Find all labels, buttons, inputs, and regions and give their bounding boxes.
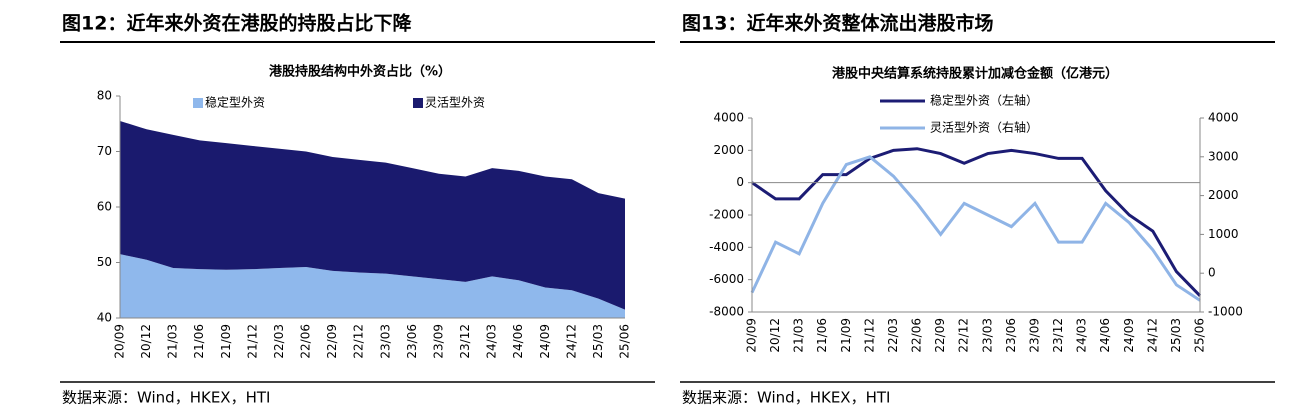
x-tick-label: 22/06 (910, 318, 924, 353)
y2-tick-label: 3000 (1208, 149, 1239, 163)
y2-tick-label: -1000 (1208, 305, 1243, 319)
y-tick-label: 0 (736, 175, 744, 189)
legend-swatch (193, 98, 203, 108)
x-tick-label: 24/03 (485, 324, 499, 359)
x-tick-label: 23/09 (431, 324, 445, 359)
x-tick-label: 22/09 (933, 318, 947, 353)
source-note: 数据来源：Wind，HKEX，HTI (62, 389, 270, 407)
x-tick-label: 21/09 (219, 324, 233, 359)
x-tick-label: 25/03 (591, 324, 605, 359)
x-tick-label: 21/06 (192, 324, 206, 359)
chart-title: 港股持股结构中外资占比（%） (269, 64, 451, 80)
x-tick-label: 22/06 (299, 324, 313, 359)
y2-tick-label: 0 (1208, 266, 1216, 280)
x-tick-label: 23/03 (378, 324, 392, 359)
y-tick-label: 50 (97, 255, 112, 269)
y-tick-label: 40 (97, 311, 112, 325)
y2-tick-label: 4000 (1208, 111, 1239, 125)
x-tick-label: 23/03 (980, 318, 994, 353)
x-tick-label: 24/09 (1122, 318, 1136, 353)
x-tick-label: 23/12 (1051, 318, 1065, 353)
y-tick-label: -4000 (709, 240, 744, 254)
y2-tick-label: 2000 (1208, 188, 1239, 202)
legend-label: 稳定型外资（左轴） (930, 93, 1038, 108)
source-note: 数据来源：Wind，HKEX，HTI (682, 389, 890, 407)
x-tick-label: 25/06 (618, 324, 632, 359)
x-tick-label: 21/12 (862, 318, 876, 353)
x-tick-label: 20/09 (113, 324, 127, 359)
y-tick-label: -6000 (709, 272, 744, 286)
legend-label: 灵活型外资（右轴） (930, 120, 1038, 135)
x-tick-label: 24/03 (1075, 318, 1089, 353)
y-tick-label: 80 (97, 89, 112, 103)
y-tick-label: -2000 (709, 208, 744, 222)
area (120, 120, 625, 310)
x-tick-label: 25/03 (1169, 318, 1183, 353)
legend-label: 稳定型外资 (205, 95, 265, 110)
x-tick-label: 22/12 (957, 318, 971, 353)
x-tick-label: 22/03 (272, 324, 286, 359)
x-tick-label: 23/12 (458, 324, 472, 359)
x-tick-label: 25/06 (1193, 318, 1207, 353)
x-tick-label: 24/06 (511, 324, 525, 359)
area (120, 254, 625, 318)
x-tick-label: 21/09 (839, 318, 853, 353)
x-tick-label: 21/03 (166, 324, 180, 359)
x-tick-label: 21/06 (815, 318, 829, 353)
x-tick-label: 24/06 (1098, 318, 1112, 353)
y-tick-label: 60 (97, 200, 112, 214)
x-tick-label: 20/09 (745, 318, 759, 353)
y2-tick-label: 1000 (1208, 227, 1239, 241)
x-tick-label: 20/12 (139, 324, 153, 359)
x-tick-label: 21/03 (792, 318, 806, 353)
y-tick-label: -8000 (709, 305, 744, 319)
figure-heading: 图13：近年来外资整体流出港股市场 (682, 12, 993, 35)
x-tick-label: 22/03 (886, 318, 900, 353)
y-tick-label: 2000 (713, 143, 744, 157)
x-tick-label: 22/09 (325, 324, 339, 359)
x-tick-label: 21/12 (245, 324, 259, 359)
x-tick-label: 20/12 (768, 318, 782, 353)
chart-title: 港股中央结算系统持股累计加减仓金额（亿港元） (832, 66, 1118, 82)
x-tick-label: 24/12 (564, 324, 578, 359)
x-tick-label: 24/12 (1145, 318, 1159, 353)
legend-swatch (413, 98, 423, 108)
y-tick-label: 70 (97, 144, 112, 158)
x-tick-label: 23/06 (405, 324, 419, 359)
figure-heading: 图12：近年来外资在港股的持股占比下降 (62, 12, 412, 35)
line (750, 155, 1201, 302)
line (751, 147, 1202, 297)
x-tick-label: 22/12 (352, 324, 366, 359)
legend-label: 灵活型外资 (425, 96, 485, 110)
x-tick-label: 23/09 (1027, 318, 1041, 353)
x-tick-label: 24/09 (538, 324, 552, 359)
x-tick-label: 23/06 (1004, 318, 1018, 353)
y-tick-label: 4000 (713, 111, 744, 125)
